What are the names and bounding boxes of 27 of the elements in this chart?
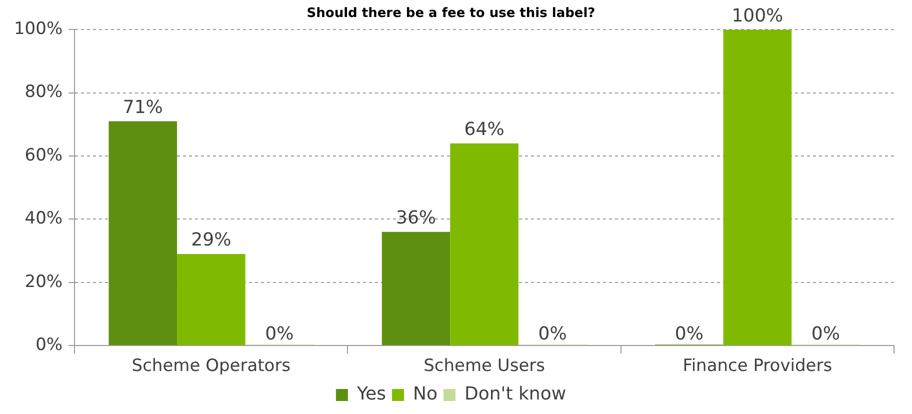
data-label: 0% [811,323,840,344]
bar [382,232,450,346]
bar [177,254,246,346]
data-label: 0% [674,323,704,344]
data-label: 100% [732,5,784,26]
x-tick-label: Scheme Operators [132,356,291,376]
bar [108,121,178,346]
data-label: 71% [122,96,163,118]
x-tick-label: Scheme Users [424,356,546,376]
bar [723,30,792,346]
legend-label: Yes [356,384,386,405]
data-label: 0% [265,323,294,344]
y-tick-label: 20% [24,272,63,292]
data-label: 0% [538,323,567,344]
y-tick-label: 100% [14,19,63,40]
y-tick-label: 40% [24,208,63,229]
data-label: 36% [396,208,436,229]
y-tick-label: 60% [24,145,63,166]
data-label: 64% [464,119,504,140]
chart-title: Should there be a fee to use this label? [306,6,596,22]
bar [450,143,518,346]
y-tick-label: 80% [24,82,63,102]
x-tick-label: Finance Providers [682,356,832,376]
legend-label: Don't know [464,384,566,405]
data-label: 29% [191,230,232,251]
legend-label: No [413,384,438,405]
y-tick-label: 0% [36,335,63,356]
